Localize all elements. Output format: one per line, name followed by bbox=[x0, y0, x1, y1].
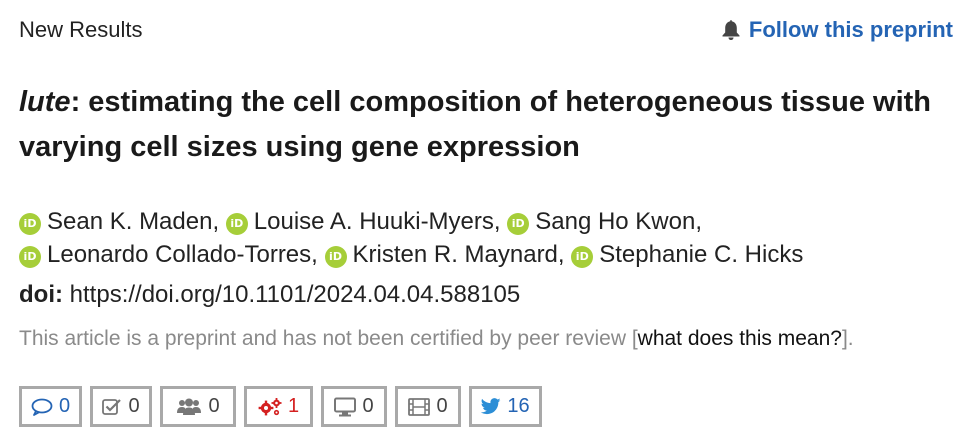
author-item[interactable]: iD Sean K. Maden, bbox=[19, 208, 219, 235]
community-metric[interactable]: 0 bbox=[160, 386, 236, 427]
reviews-metric[interactable]: 0 bbox=[90, 386, 152, 427]
comments-metric[interactable]: 0 bbox=[19, 386, 82, 427]
preprint-disclaimer: This article is a preprint and has not b… bbox=[19, 325, 854, 353]
comment-bubble-icon bbox=[31, 398, 53, 416]
comments-count: 0 bbox=[58, 395, 71, 417]
orcid-icon[interactable]: iD bbox=[19, 213, 41, 235]
follow-preprint-button[interactable]: Follow this preprint bbox=[721, 16, 953, 44]
author-name[interactable]: Louise A. Huuki-Myers, bbox=[253, 208, 501, 235]
users-icon bbox=[176, 398, 202, 416]
reviews-count: 0 bbox=[128, 395, 140, 417]
bell-icon bbox=[721, 19, 741, 41]
author-name[interactable]: Sean K. Maden, bbox=[47, 208, 220, 235]
tweets-count: 16 bbox=[507, 395, 530, 417]
author-name[interactable]: Leonardo Collado-Torres, bbox=[47, 241, 318, 268]
title-text: : estimating the cell composition of het… bbox=[19, 86, 932, 163]
orcid-icon[interactable]: iD bbox=[507, 213, 530, 235]
videos-count: 0 bbox=[436, 395, 448, 417]
disclaimer-text: This article is a preprint and has not b… bbox=[19, 327, 638, 350]
follow-label: Follow this preprint bbox=[748, 17, 953, 42]
social-metric[interactable]: 1 bbox=[244, 386, 313, 427]
what-does-this-mean-link[interactable]: what does this mean? bbox=[637, 327, 842, 350]
orcid-icon[interactable]: iD bbox=[19, 246, 41, 268]
article-title: lute: estimating the cell composition of… bbox=[19, 80, 939, 170]
doi-link[interactable]: https://doi.org/10.1101/2024.04.04.58810… bbox=[69, 281, 521, 308]
author-item[interactable]: iD Stephanie C. Hicks bbox=[571, 241, 803, 268]
orcid-icon[interactable]: iD bbox=[324, 246, 347, 268]
disclaimer-end: ]. bbox=[841, 327, 854, 350]
author-name[interactable]: Sang Ho Kwon, bbox=[535, 208, 703, 235]
title-italic: lute bbox=[19, 86, 71, 118]
monitor-icon bbox=[334, 397, 357, 417]
social-count: 1 bbox=[287, 395, 300, 417]
community-count: 0 bbox=[208, 395, 220, 417]
orcid-icon[interactable]: iD bbox=[571, 246, 594, 268]
author-item[interactable]: iD Louise A. Huuki-Myers, bbox=[225, 208, 501, 235]
orcid-icon[interactable]: iD bbox=[225, 213, 248, 235]
twitter-bird-icon bbox=[481, 398, 501, 415]
metrics-bar: 0 0 0 bbox=[19, 386, 542, 427]
author-item[interactable]: iD Kristen R. Maynard, bbox=[324, 241, 565, 268]
author-item[interactable]: iD Sang Ho Kwon, bbox=[507, 208, 702, 235]
doi-line: doi: https://doi.org/10.1101/2024.04.04.… bbox=[19, 280, 520, 310]
doi-label: doi: bbox=[19, 281, 63, 308]
gears-icon bbox=[258, 397, 282, 417]
twitter-metric[interactable]: 16 bbox=[469, 386, 542, 427]
author-item[interactable]: iD Leonardo Collado-Torres, bbox=[19, 241, 318, 268]
film-icon bbox=[408, 397, 431, 416]
blogs-count: 0 bbox=[362, 395, 374, 417]
videos-metric[interactable]: 0 bbox=[395, 386, 461, 427]
checkbox-icon bbox=[102, 398, 122, 416]
author-list: iD Sean K. Maden, iD Louise A. Huuki-Myers… bbox=[19, 205, 939, 271]
blogs-metric[interactable]: 0 bbox=[321, 386, 387, 427]
section-label: New Results bbox=[19, 17, 143, 42]
author-name[interactable]: Kristen R. Maynard, bbox=[352, 241, 565, 268]
author-name[interactable]: Stephanie C. Hicks bbox=[599, 241, 804, 268]
